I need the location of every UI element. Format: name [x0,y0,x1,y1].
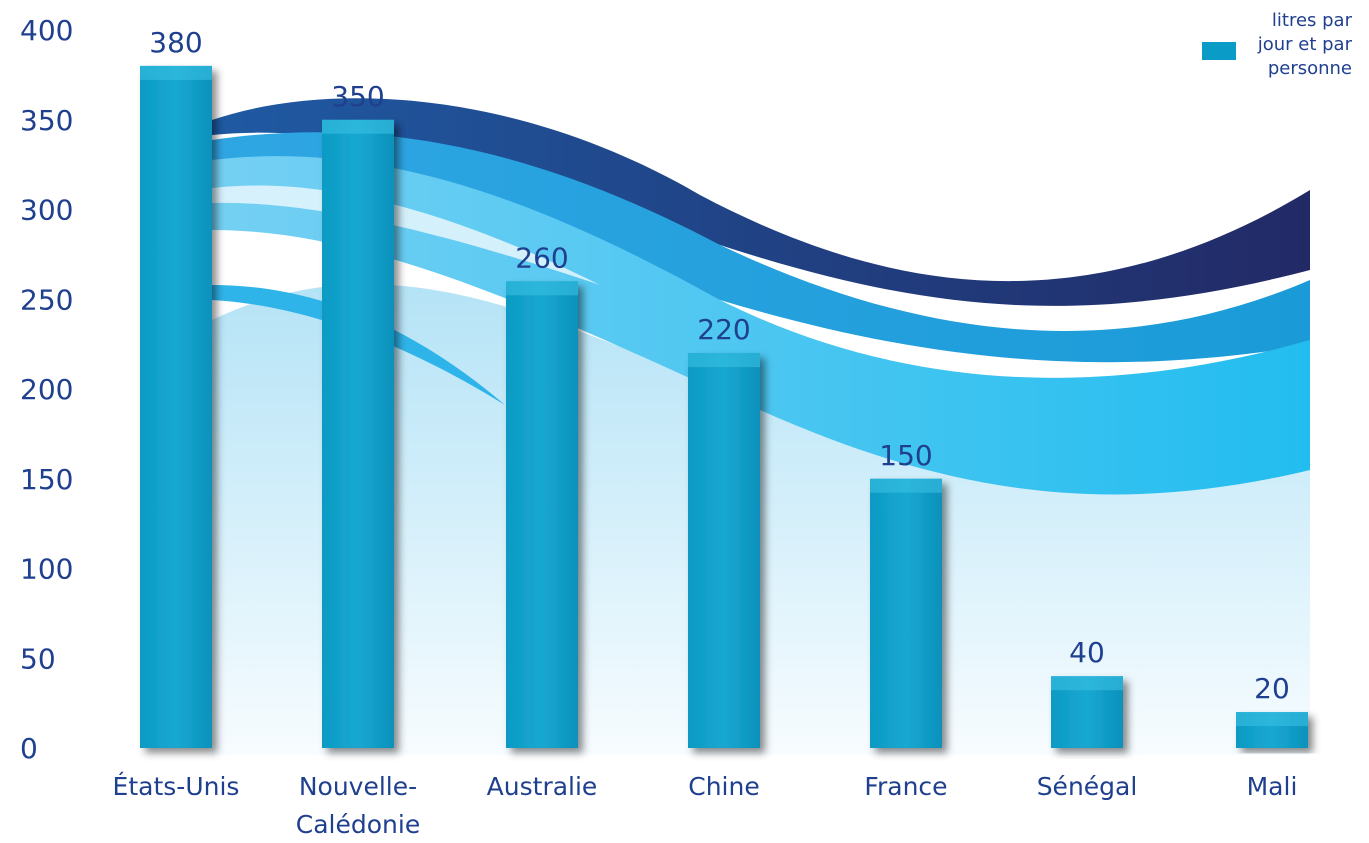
bars: 380 350 260 220 150 40 20 [140,26,1308,748]
x-tick-label: Chine [688,772,759,801]
y-tick-label: 100 [20,553,73,586]
bar-value-label: 380 [149,26,202,59]
decorative-waves [212,98,1310,755]
bar-value-label: 220 [697,313,750,346]
y-axis: 0 50 100 150 200 250 300 350 400 [20,14,73,765]
bar-group: 350 [322,80,394,748]
bar [140,65,212,748]
x-tick-label: France [864,772,947,801]
legend-swatch [1202,42,1236,60]
wave-streak [212,285,505,405]
bar-top-highlight [1051,676,1123,691]
bar-top-highlight [1236,712,1308,727]
bar-top-highlight [688,353,760,368]
bar-value-label: 20 [1254,672,1290,705]
y-tick-label: 50 [20,642,56,675]
wave-highlight [212,185,600,285]
bar [870,478,942,748]
x-tick-label: États-Unis [113,772,240,801]
wave-band-dark [212,98,1310,306]
y-tick-label: 0 [20,732,38,765]
legend-label: litres par [1272,10,1353,31]
bar-group: 220 [688,313,760,748]
bar-value-label: 260 [515,241,568,274]
x-tick-label: Mali [1247,772,1298,801]
y-tick-label: 300 [20,194,73,227]
y-tick-label: 400 [20,14,73,47]
bar-group: 40 [1051,636,1123,748]
bar-value-label: 350 [331,80,384,113]
bar [506,281,578,748]
bar-top-highlight [506,281,578,296]
x-axis: États-Unis Nouvelle- Calédonie Australie Chi… [113,772,1298,839]
bar [322,119,394,748]
x-tick-label: Sénégal [1037,772,1138,801]
y-tick-label: 200 [20,373,73,406]
y-tick-label: 350 [20,104,73,137]
bar-group: 260 [506,241,578,748]
bar-top-highlight [870,478,942,493]
wave-band-mid [212,132,1310,363]
bar-group: 150 [870,439,942,748]
bar-top-highlight [140,65,212,80]
y-tick-label: 250 [20,283,73,316]
legend-label: jour et par [1257,34,1353,55]
legend: litres par jour et par personne [1202,10,1353,79]
y-tick-label: 150 [20,463,73,496]
bar-value-label: 150 [879,439,932,472]
x-tick-label: Nouvelle- [299,772,417,801]
x-tick-label: Australie [487,772,598,801]
x-tick-label: Calédonie [296,810,420,839]
bar-value-label: 40 [1069,636,1105,669]
bar-group: 20 [1236,672,1308,748]
bar-group: 380 [140,26,212,748]
wave-fill [212,284,1310,755]
bar-top-highlight [322,119,394,134]
bar [688,353,760,748]
legend-label: personne [1268,58,1352,79]
